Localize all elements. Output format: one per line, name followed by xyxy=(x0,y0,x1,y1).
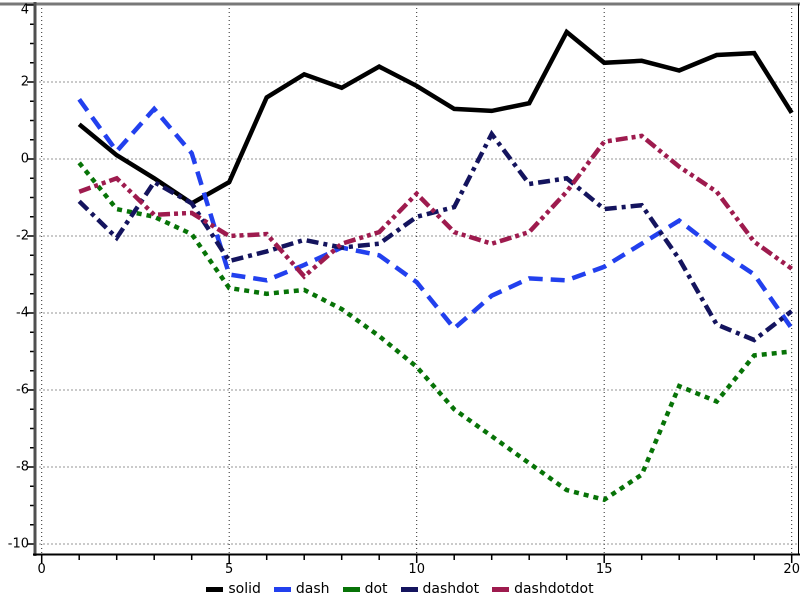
legend-item-dot: dot xyxy=(342,581,388,597)
legend-label: dash xyxy=(295,581,330,597)
y-tick-label: 2 xyxy=(21,75,29,90)
legend-item-dash: dash xyxy=(273,581,330,597)
legend-swatch-dash xyxy=(273,586,291,592)
legend-swatch-dashdotdot xyxy=(492,586,510,592)
chart-legend: solid dash dot dashdot dashdotdot xyxy=(0,579,800,599)
y-tick-label: 4 xyxy=(21,3,29,18)
legend-label: solid xyxy=(228,581,261,597)
series-solid-line xyxy=(77,28,794,206)
y-tick-label: -2 xyxy=(16,229,29,244)
legend-label: dot xyxy=(364,581,388,597)
legend-item-solid: solid xyxy=(206,582,261,596)
legend-item-dashdot: dashdot xyxy=(400,581,480,597)
legend-swatch-dot xyxy=(342,586,360,592)
y-tick-label: -8 xyxy=(16,460,29,475)
x-tick-label: 20 xyxy=(783,562,800,577)
x-tick-label: 15 xyxy=(596,562,613,577)
series-dashdotdot-line xyxy=(78,133,794,280)
x-tick-label: 5 xyxy=(225,562,233,577)
series-dash-line xyxy=(77,97,794,332)
series-dot-line xyxy=(77,161,792,503)
legend-swatch-solid xyxy=(206,586,224,592)
legend-label: dashdot xyxy=(422,581,480,597)
y-tick-label: -4 xyxy=(16,306,29,321)
x-tick-label: 10 xyxy=(408,562,425,577)
legend-swatch-dashdot xyxy=(400,586,418,592)
y-tick-label: -10 xyxy=(8,537,29,552)
y-tick-label: -6 xyxy=(16,383,29,398)
legend-label: dashdotdot xyxy=(514,581,594,597)
x-tick-label: 0 xyxy=(38,562,46,577)
legend-item-dashdotdot: dashdotdot xyxy=(492,582,594,596)
y-tick-label: 0 xyxy=(21,152,29,167)
series-dashdot-line xyxy=(77,129,794,343)
